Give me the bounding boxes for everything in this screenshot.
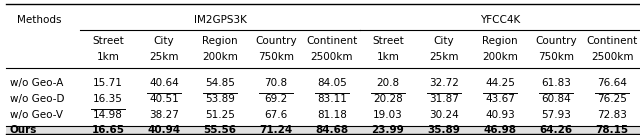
Text: 40.51: 40.51: [149, 94, 179, 104]
Text: Street: Street: [92, 36, 124, 46]
Text: Region: Region: [482, 36, 518, 46]
Text: w/o Geo-D: w/o Geo-D: [10, 94, 64, 104]
Text: 61.83: 61.83: [541, 78, 571, 88]
Bar: [6, 126, 640, 134]
Text: 70.8: 70.8: [264, 78, 287, 88]
Text: 2500km: 2500km: [311, 52, 353, 62]
Text: 16.65: 16.65: [92, 125, 125, 135]
Text: 64.26: 64.26: [540, 125, 573, 135]
Text: 40.94: 40.94: [147, 125, 180, 135]
Text: 69.2: 69.2: [264, 94, 287, 104]
Text: 200km: 200km: [202, 52, 238, 62]
Text: w/o Geo-V: w/o Geo-V: [10, 110, 63, 120]
Text: 40.93: 40.93: [485, 110, 515, 120]
Text: 31.87: 31.87: [429, 94, 459, 104]
Text: 19.03: 19.03: [373, 110, 403, 120]
Text: 84.68: 84.68: [316, 125, 349, 135]
Text: 15.71: 15.71: [93, 78, 123, 88]
Text: Continent: Continent: [586, 36, 637, 46]
Text: 25km: 25km: [149, 52, 179, 62]
Text: 1km: 1km: [97, 52, 120, 62]
Text: 200km: 200km: [482, 52, 518, 62]
Text: 76.25: 76.25: [597, 94, 627, 104]
Text: 71.24: 71.24: [259, 125, 292, 135]
Text: 35.89: 35.89: [428, 125, 460, 135]
Text: 53.89: 53.89: [205, 94, 235, 104]
Text: 83.11: 83.11: [317, 94, 347, 104]
Text: 67.6: 67.6: [264, 110, 287, 120]
Text: YFCC4K: YFCC4K: [480, 15, 520, 25]
Text: 32.72: 32.72: [429, 78, 459, 88]
Text: Street: Street: [372, 36, 404, 46]
Text: Ours: Ours: [10, 125, 37, 135]
Text: 23.99: 23.99: [372, 125, 404, 135]
Text: 2500km: 2500km: [591, 52, 633, 62]
Text: 20.28: 20.28: [373, 94, 403, 104]
Text: Methods: Methods: [17, 15, 62, 25]
Text: 750km: 750km: [538, 52, 574, 62]
Text: 38.27: 38.27: [149, 110, 179, 120]
Text: City: City: [434, 36, 454, 46]
Text: 46.98: 46.98: [483, 125, 516, 135]
Text: 40.64: 40.64: [149, 78, 179, 88]
Text: 44.25: 44.25: [485, 78, 515, 88]
Text: 30.24: 30.24: [429, 110, 459, 120]
Text: Continent: Continent: [307, 36, 358, 46]
Text: City: City: [154, 36, 174, 46]
Text: Region: Region: [202, 36, 238, 46]
Text: 57.93: 57.93: [541, 110, 571, 120]
Text: Country: Country: [535, 36, 577, 46]
Text: 81.18: 81.18: [317, 110, 347, 120]
Text: 43.67: 43.67: [485, 94, 515, 104]
Text: 20.8: 20.8: [376, 78, 399, 88]
Text: 750km: 750km: [258, 52, 294, 62]
Text: 51.25: 51.25: [205, 110, 235, 120]
Text: 16.35: 16.35: [93, 94, 123, 104]
Text: 76.64: 76.64: [597, 78, 627, 88]
Text: Country: Country: [255, 36, 297, 46]
Text: 78.15: 78.15: [595, 125, 628, 135]
Text: 54.85: 54.85: [205, 78, 235, 88]
Text: 72.83: 72.83: [597, 110, 627, 120]
Text: 14.98: 14.98: [93, 110, 123, 120]
Text: 84.05: 84.05: [317, 78, 347, 88]
Text: 55.56: 55.56: [204, 125, 237, 135]
Text: w/o Geo-A: w/o Geo-A: [10, 78, 63, 88]
Text: 25km: 25km: [429, 52, 459, 62]
Text: 1km: 1km: [376, 52, 399, 62]
Text: IM2GPS3K: IM2GPS3K: [193, 15, 246, 25]
Text: 60.84: 60.84: [541, 94, 571, 104]
